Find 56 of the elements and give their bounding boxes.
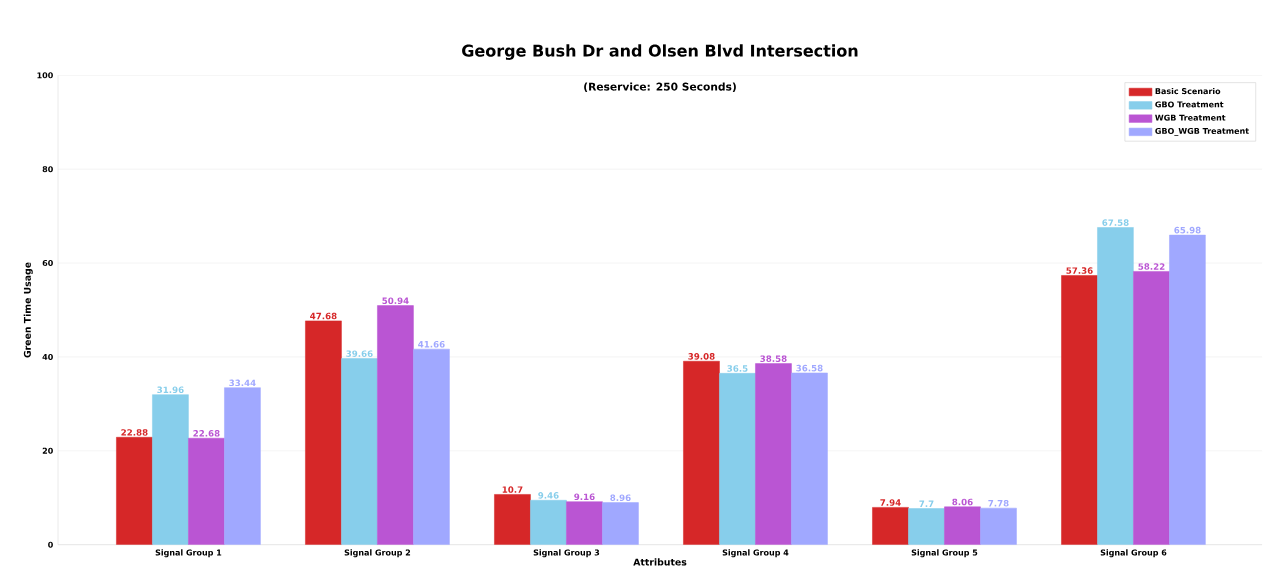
- bar: [305, 320, 342, 545]
- x-axis-title: Attributes: [633, 558, 687, 566]
- data-label: 22.88: [121, 429, 148, 436]
- x-tick-label: Signal Group 2: [344, 549, 411, 558]
- data-label: 39.66: [346, 350, 373, 357]
- bar: [791, 372, 828, 545]
- data-label: 47.68: [310, 312, 337, 320]
- legend-label: WGB Treatment: [1155, 114, 1226, 121]
- y-tick-label: 80: [42, 166, 53, 173]
- bar: [872, 507, 909, 545]
- bar: [1061, 275, 1098, 545]
- data-label: 50.94: [382, 297, 409, 304]
- data-label: 10.7: [502, 486, 523, 493]
- data-label: 58.22: [1138, 263, 1165, 270]
- legend-label: Basic Scenario: [1155, 87, 1221, 95]
- bar: [224, 387, 261, 545]
- data-label: 65.98: [1174, 226, 1201, 234]
- data-label: 7.94: [880, 499, 901, 506]
- data-label: 36.5: [727, 365, 748, 372]
- data-label: 36.58: [796, 364, 823, 372]
- data-label: 8.06: [952, 498, 973, 506]
- y-tick-label: 60: [42, 260, 53, 267]
- legend-label: GBO Treatment: [1155, 101, 1224, 108]
- data-label: 67.58: [1102, 219, 1129, 226]
- bar: [116, 437, 153, 545]
- data-label: 39.08: [688, 353, 715, 360]
- x-tick-label: Signal Group 3: [533, 549, 600, 558]
- data-label: 41.66: [418, 341, 445, 348]
- x-tick-label: Signal Group 4: [722, 549, 789, 558]
- bar: [683, 360, 720, 545]
- chart-title: George Bush Dr and Olsen Blvd Intersection: [462, 44, 858, 60]
- x-tick-label: Signal Group 1: [155, 549, 222, 558]
- data-label: 38.58: [760, 355, 787, 362]
- bar: [980, 507, 1017, 545]
- data-label: 57.36: [1066, 267, 1093, 274]
- x-tick-label: Signal Group 6: [1100, 549, 1167, 558]
- data-label: 8.96: [610, 494, 631, 502]
- bar: [494, 494, 531, 545]
- data-label: 7.78: [988, 500, 1009, 507]
- bar: [1169, 234, 1206, 545]
- data-label: 9.16: [574, 493, 595, 501]
- y-tick-label: 100: [37, 72, 53, 79]
- y-axis-title: Green Time Usage: [23, 262, 33, 358]
- y-tick-label: 0: [48, 541, 53, 548]
- bar: [413, 348, 450, 545]
- bar: [602, 502, 639, 545]
- text: (Reservice: 250 Seconds): [584, 82, 736, 92]
- data-label: 31.96: [157, 386, 184, 394]
- data-label: 9.46: [538, 492, 559, 499]
- y-tick-label: 20: [42, 447, 53, 454]
- x-tick-label: Signal Group 5: [911, 549, 978, 558]
- data-label: 22.68: [193, 430, 220, 437]
- y-tick-label: 40: [42, 353, 53, 360]
- legend-label: GBO_WGB Treatment: [1155, 127, 1249, 136]
- data-label: 7.7: [919, 500, 934, 507]
- data-label: 33.44: [229, 379, 256, 387]
